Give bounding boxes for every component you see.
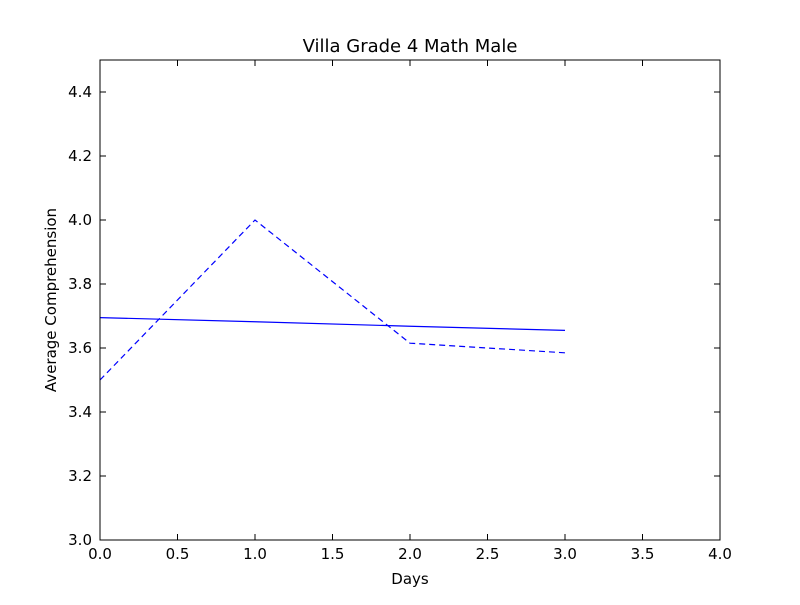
y-axis-label: Average Comprehension: [42, 208, 60, 392]
x-tick-label: 0.0: [88, 545, 112, 563]
y-tick-label: 4.0: [68, 211, 92, 229]
x-tick-label: 1.0: [243, 545, 267, 563]
x-tick-label: 2.0: [398, 545, 422, 563]
plot-frame: [99, 59, 721, 541]
x-tick-label: 4.0: [708, 545, 732, 563]
x-axis-label: Days: [391, 570, 429, 588]
series-line-dashed: [99, 219, 566, 381]
x-tick-label: 1.5: [321, 545, 345, 563]
chart-title: Villa Grade 4 Math Male: [303, 36, 518, 57]
x-tick-label: 2.5: [476, 545, 500, 563]
ticks-layer: 0.0 0.5 1.0 1.5 2.0 2.5 3.0 3.5 4.0 3.0 3.2 3.4 3.6 3…: [68, 60, 732, 563]
series-line-solid: [99, 317, 566, 331]
y-tick-label: 3.8: [68, 275, 92, 293]
y-tick-label: 4.4: [68, 83, 92, 101]
series-layer: [99, 219, 566, 381]
x-tick-label: 0.5: [166, 545, 190, 563]
y-tick-label: 3.0: [68, 531, 92, 549]
y-tick-label: 4.2: [68, 147, 92, 165]
x-tick-label: 3.5: [631, 545, 655, 563]
y-tick-label: 3.2: [68, 467, 92, 485]
y-tick-label: 3.4: [68, 403, 92, 421]
y-tick-label: 3.6: [68, 339, 92, 357]
x-tick-label: 3.0: [553, 545, 577, 563]
